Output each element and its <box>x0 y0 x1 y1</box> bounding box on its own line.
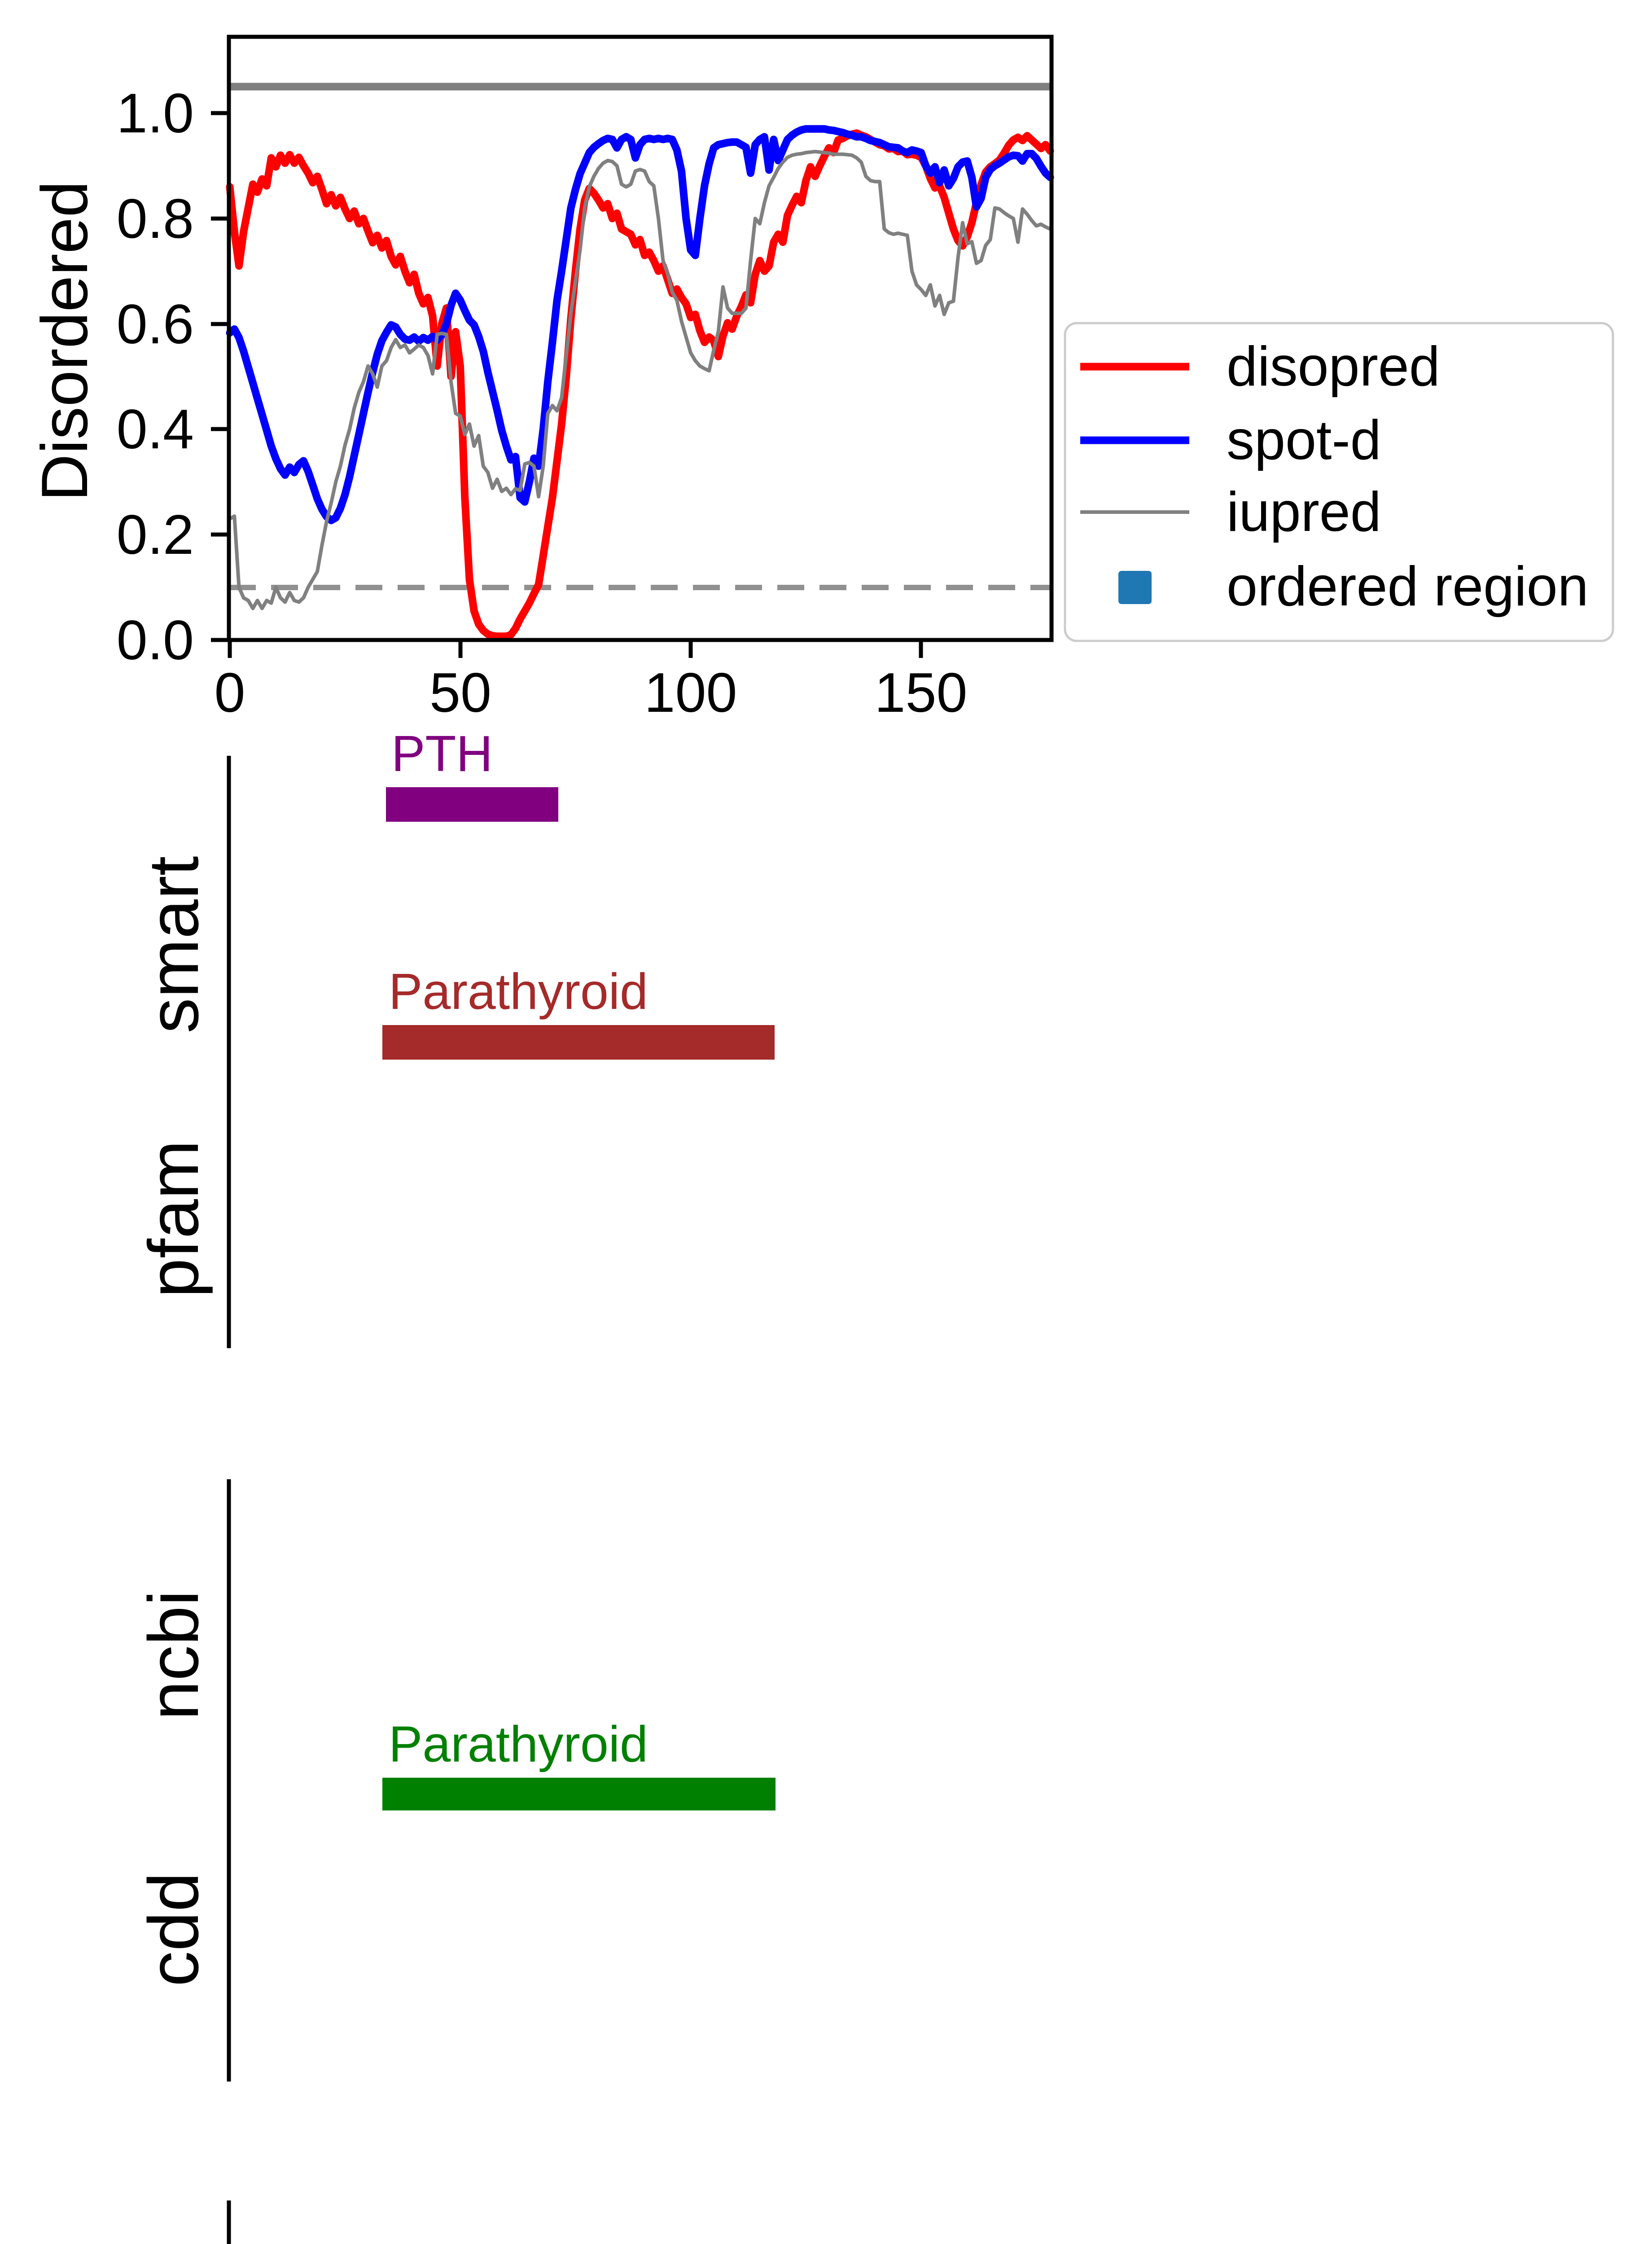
svg-text:0.0: 0.0 <box>117 609 194 671</box>
svg-text:1.0: 1.0 <box>117 83 194 145</box>
svg-text:ordered region: ordered region <box>1227 556 1589 618</box>
svg-text:pfam: pfam <box>134 1140 213 1297</box>
svg-text:spot-d: spot-d <box>1227 409 1381 471</box>
svg-text:disopred: disopred <box>1227 336 1440 398</box>
svg-text:smart: smart <box>134 856 213 1034</box>
svg-text:100: 100 <box>644 662 737 724</box>
svg-text:50: 50 <box>429 662 491 724</box>
svg-text:Parathyroid: Parathyroid <box>389 1716 648 1772</box>
svg-text:Disordered: Disordered <box>28 181 101 501</box>
svg-text:Parathyroid: Parathyroid <box>389 963 648 1020</box>
svg-text:150: 150 <box>875 662 968 724</box>
svg-text:0.2: 0.2 <box>117 504 194 566</box>
svg-text:iupred: iupred <box>1227 481 1381 543</box>
svg-text:0.6: 0.6 <box>117 294 194 355</box>
svg-text:0.4: 0.4 <box>117 399 194 460</box>
svg-text:0.8: 0.8 <box>117 188 194 250</box>
svg-text:cdd: cdd <box>134 1872 213 1987</box>
svg-text:0: 0 <box>215 662 245 724</box>
svg-text:ncbi: ncbi <box>134 1590 213 1720</box>
svg-text:PTH: PTH <box>391 725 493 782</box>
